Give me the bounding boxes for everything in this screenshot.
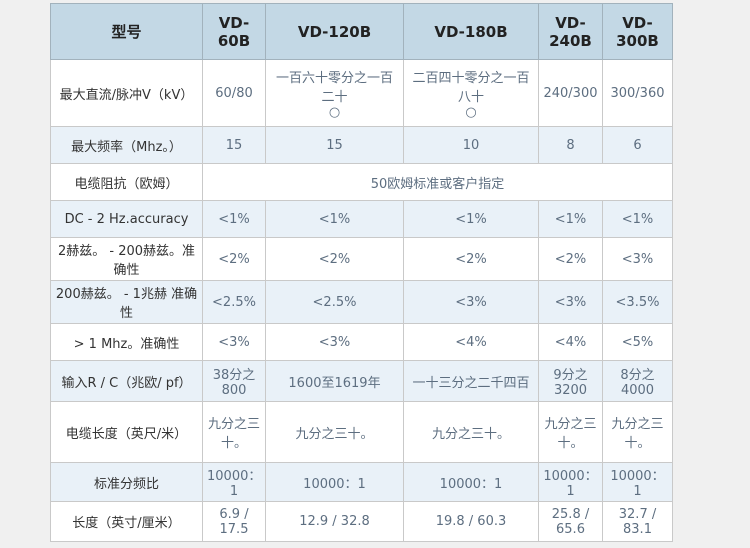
row-label: 标准分频比: [50, 462, 203, 502]
cell-value: 19.8 / 60.3: [403, 501, 539, 542]
cell-value: 15: [265, 126, 404, 164]
cell-value: 12.9 / 32.8: [265, 501, 404, 542]
cell-value: 25.8 / 65.6: [538, 501, 603, 542]
row-label: 最大频率（Mhz。）: [50, 126, 203, 164]
cell-value: <2%: [538, 237, 603, 281]
cell-value: <3.5%: [602, 280, 673, 324]
cell-value: <2.5%: [265, 280, 404, 324]
header-model-vd-240b: VD-240B: [538, 3, 603, 60]
cell-value: <1%: [403, 200, 539, 238]
cell-value: <3%: [538, 280, 603, 324]
cell-value: 240/300: [538, 59, 603, 127]
cell-value: <3%: [265, 323, 404, 361]
cell-value: 一十三分之二千四百: [403, 360, 539, 402]
cell-value: 60/80: [202, 59, 266, 127]
cell-value: 8分之4000: [602, 360, 673, 402]
cell-value: 10000：1: [265, 462, 404, 502]
cell-value: 1600至1619年: [265, 360, 404, 402]
row-standard-division-ratio: 标准分频比 10000：1 10000：1 10000：1 10000：1 10…: [50, 462, 673, 502]
cell-value: <2%: [265, 237, 404, 281]
cell-value: 九分之三十。: [538, 401, 603, 463]
cell-value: 一百六十零分之一百二十 ○: [265, 59, 404, 127]
cell-value-span: 50欧姆标准或客户指定: [202, 163, 673, 201]
row-input-rc: 输入R / C（兆欧/ pf） 38分之800 1600至1619年 一十三分之…: [50, 360, 673, 402]
cell-value: 6.9 / 17.5: [202, 501, 266, 542]
row-label: 2赫兹。 - 200赫兹。准确性: [50, 237, 203, 281]
row-cable-length: 电缆长度（英尺/米） 九分之三十。 九分之三十。 九分之三十。 九分之三十。 九…: [50, 401, 673, 463]
cell-value: <1%: [202, 200, 266, 238]
cell-value: <2%: [202, 237, 266, 281]
cell-value: 九分之三十。: [202, 401, 266, 463]
header-model-vd-60b: VD-60B: [202, 3, 266, 60]
cell-value: 九分之三十。: [403, 401, 539, 463]
row-200hz-1mhz-accuracy: 200赫兹。 - 1兆赫 准确性 <2.5% <2.5% <3% <3% <3.…: [50, 280, 673, 324]
cell-value: <2%: [403, 237, 539, 281]
header-model-label: 型号: [50, 3, 203, 60]
cell-value: 10000：1: [202, 462, 266, 502]
cell-value: <2.5%: [202, 280, 266, 324]
row-label: 电缆阻抗（欧姆）: [50, 163, 203, 201]
cell-value: 6: [602, 126, 673, 164]
row-cable-impedance: 电缆阻抗（欧姆） 50欧姆标准或客户指定: [50, 163, 673, 201]
cell-value: 38分之800: [202, 360, 266, 402]
cell-value: 9分之3200: [538, 360, 603, 402]
row-length: 长度（英寸/厘米） 6.9 / 17.5 12.9 / 32.8 19.8 / …: [50, 501, 673, 542]
header-row: 型号 VD-60B VD-120B VD-180B VD-240B VD-300…: [50, 3, 673, 60]
cell-value: <1%: [265, 200, 404, 238]
cell-value: 32.7 / 83.1: [602, 501, 673, 542]
cell-value: 10000：1: [403, 462, 539, 502]
cell-value: <4%: [403, 323, 539, 361]
cell-value: <4%: [538, 323, 603, 361]
cell-value: <5%: [602, 323, 673, 361]
cell-value: 二百四十零分之一百八十 ○: [403, 59, 539, 127]
row-label: 输入R / C（兆欧/ pf）: [50, 360, 203, 402]
row-dc-2hz-accuracy: DC - 2 Hz.accuracy <1% <1% <1% <1% <1%: [50, 200, 673, 238]
cell-value: <3%: [403, 280, 539, 324]
cell-value: <1%: [602, 200, 673, 238]
cell-value: <1%: [538, 200, 603, 238]
row-label: > 1 Mhz。准确性: [50, 323, 203, 361]
row-2hz-200hz-accuracy: 2赫兹。 - 200赫兹。准确性 <2% <2% <2% <2% <3%: [50, 237, 673, 281]
cell-value: 10000：1: [538, 462, 603, 502]
cell-value: 300/360: [602, 59, 673, 127]
product-spec-table: 型号 VD-60B VD-120B VD-180B VD-240B VD-300…: [50, 3, 673, 542]
header-model-vd-300b: VD-300B: [602, 3, 673, 60]
row-label: 电缆长度（英尺/米）: [50, 401, 203, 463]
cell-value: 15: [202, 126, 266, 164]
row-label: 最大直流/脉冲V（kV）: [50, 59, 203, 127]
cell-value: 九分之三十。: [265, 401, 404, 463]
row-label: 长度（英寸/厘米）: [50, 501, 203, 542]
cell-value: 8: [538, 126, 603, 164]
spec-table-container: 型号 VD-60B VD-120B VD-180B VD-240B VD-300…: [50, 3, 673, 542]
cell-value: 九分之三十。: [602, 401, 673, 463]
row-max-frequency: 最大频率（Mhz。） 15 15 10 8 6: [50, 126, 673, 164]
row-label: 200赫兹。 - 1兆赫 准确性: [50, 280, 203, 324]
header-model-vd-180b: VD-180B: [403, 3, 539, 60]
cell-value: 10000：1: [602, 462, 673, 502]
row-label: DC - 2 Hz.accuracy: [50, 200, 203, 238]
header-model-vd-120b: VD-120B: [265, 3, 404, 60]
cell-value: <3%: [602, 237, 673, 281]
row-above-1mhz-accuracy: > 1 Mhz。准确性 <3% <3% <4% <4% <5%: [50, 323, 673, 361]
cell-value: 10: [403, 126, 539, 164]
cell-value: <3%: [202, 323, 266, 361]
row-max-dc-pulse-voltage: 最大直流/脉冲V（kV） 60/80 一百六十零分之一百二十 ○ 二百四十零分之…: [50, 59, 673, 127]
